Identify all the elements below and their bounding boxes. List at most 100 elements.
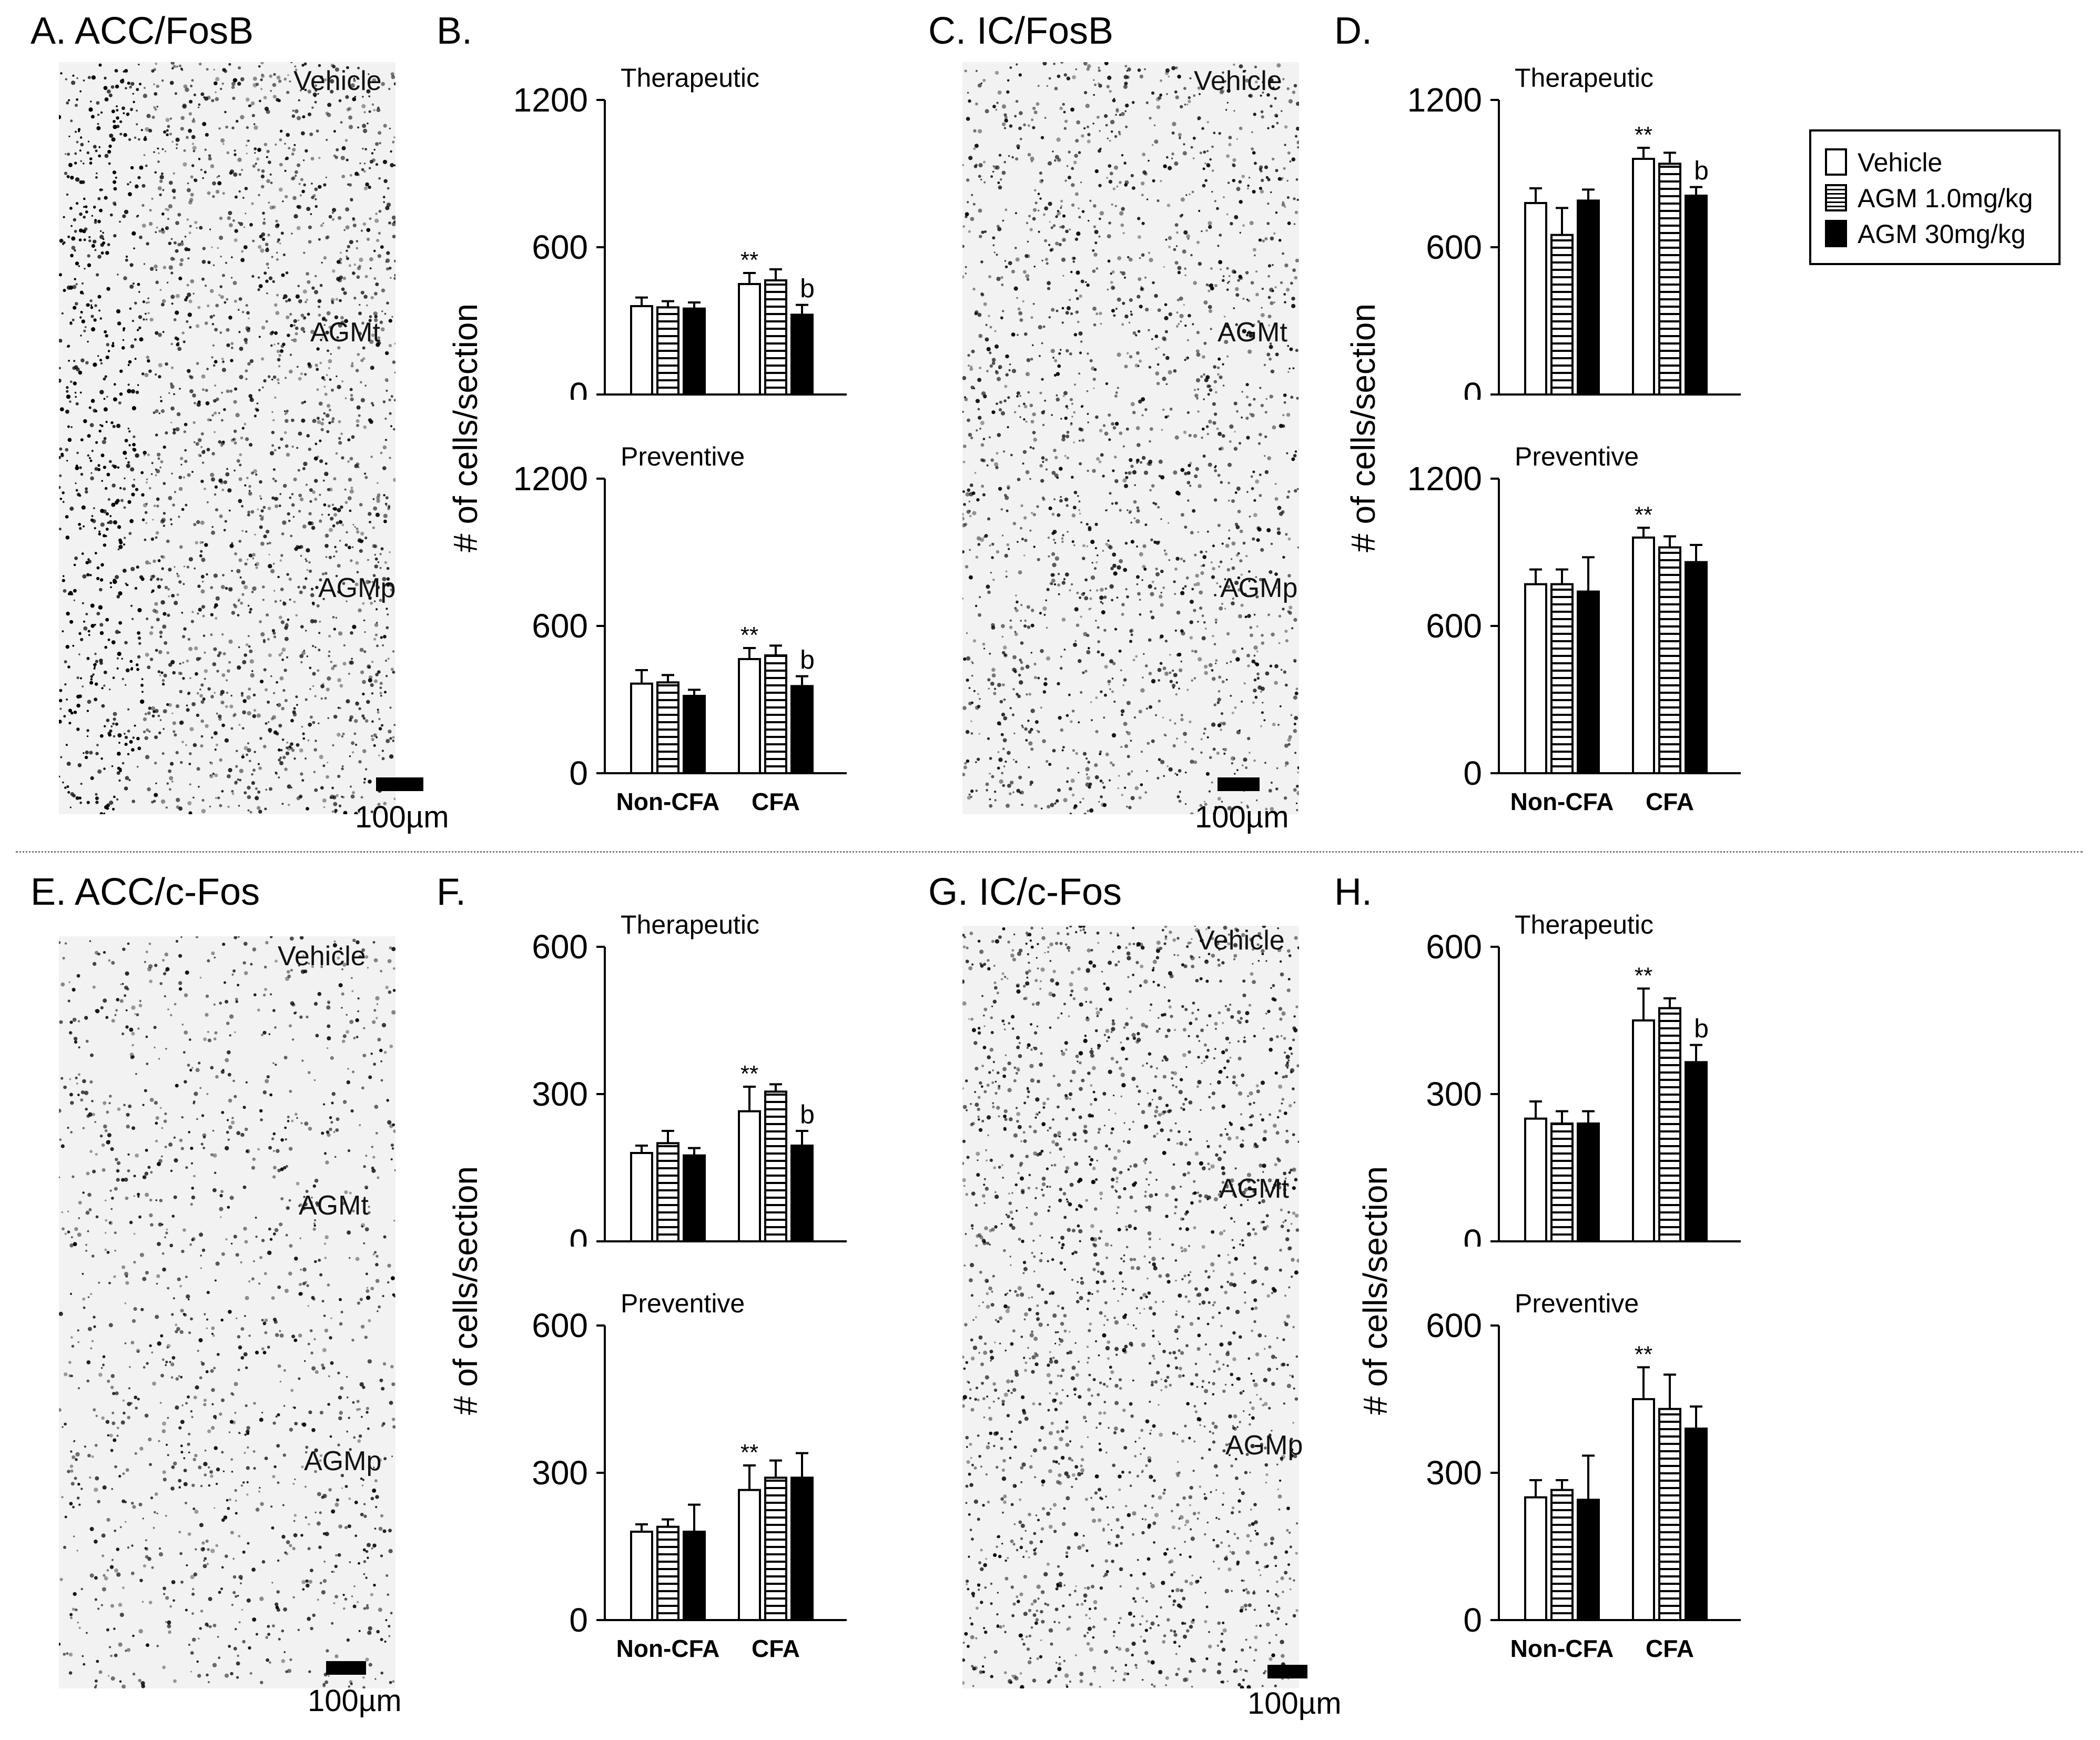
cell-dot <box>267 638 270 641</box>
cell-dot <box>255 163 257 165</box>
cell-dot <box>1020 641 1024 645</box>
cell-dot <box>1126 805 1128 808</box>
cell-dot <box>354 1534 358 1537</box>
cell-dot <box>286 452 290 457</box>
cell-dot <box>1240 603 1244 607</box>
cell-dot <box>1200 550 1203 554</box>
cell-dot <box>1092 378 1096 381</box>
cell-dot <box>1151 484 1155 488</box>
cell-dot <box>65 744 68 746</box>
cell-dot <box>363 650 367 653</box>
cell-dot <box>1041 378 1044 381</box>
cell-dot <box>390 583 394 588</box>
cell-dot <box>1020 527 1022 530</box>
cell-dot <box>241 168 244 171</box>
cell-dot <box>184 460 188 463</box>
cell-dot <box>1151 144 1154 146</box>
cell-dot <box>339 261 342 265</box>
cell-dot <box>1230 222 1233 226</box>
cell-dot <box>95 801 99 804</box>
cell-dot <box>66 611 70 616</box>
cell-dot <box>258 65 261 68</box>
cell-dot <box>85 750 89 754</box>
cell-dot <box>383 201 385 204</box>
cell-dot <box>106 1628 109 1632</box>
cell-dot <box>121 657 123 660</box>
cell-dot <box>978 613 981 617</box>
cell-dot <box>1169 653 1171 656</box>
cell-dot <box>255 407 258 411</box>
cell-dot <box>214 81 218 86</box>
cell-dot <box>300 327 305 331</box>
cell-dot <box>105 334 108 338</box>
cell-dot <box>373 249 376 252</box>
cell-dot <box>245 530 248 533</box>
cell-dot <box>111 765 114 767</box>
cell-dot <box>1130 313 1133 316</box>
cell-dot <box>385 659 388 662</box>
cell-dot <box>1269 287 1274 292</box>
cell-dot <box>1253 678 1257 682</box>
cell-dot <box>318 401 323 406</box>
cell-dot <box>1072 75 1076 79</box>
cell-dot <box>1110 281 1113 284</box>
cell-dot <box>305 630 307 632</box>
cell-dot <box>126 463 130 468</box>
cell-dot <box>1099 429 1103 433</box>
cell-dot <box>106 472 110 477</box>
cell-dot <box>111 1559 114 1561</box>
cell-dot <box>285 419 289 423</box>
cell-dot <box>147 359 150 363</box>
cell-dot <box>246 97 250 102</box>
cell-dot <box>1064 119 1068 123</box>
cell-dot <box>1141 456 1146 460</box>
cell-dot <box>90 100 92 103</box>
cell-dot <box>1196 352 1201 357</box>
cell-dot <box>60 1144 65 1148</box>
cell-dot <box>1029 529 1032 532</box>
cell-dot <box>230 694 232 697</box>
cell-dot <box>248 687 251 691</box>
cell-dot <box>333 802 338 806</box>
cell-dot <box>137 215 139 217</box>
cell-dot <box>1138 359 1142 363</box>
cell-dot <box>134 586 138 590</box>
cell-dot <box>991 667 996 672</box>
cell-dot <box>128 444 131 447</box>
cell-dot <box>1114 205 1117 207</box>
cell-dot <box>182 103 187 108</box>
cell-dot <box>139 337 144 342</box>
cell-dot <box>118 401 121 404</box>
cell-dot <box>1208 225 1212 229</box>
cell-dot <box>1197 531 1200 533</box>
cell-dot <box>218 127 221 130</box>
cell-dot <box>1264 237 1268 241</box>
cell-dot <box>356 527 359 530</box>
cell-dot <box>236 750 238 752</box>
cell-dot <box>1015 247 1017 249</box>
cell-dot <box>1210 286 1214 291</box>
cell-dot <box>1202 355 1205 359</box>
cell-dot <box>327 488 330 491</box>
cell-dot <box>141 224 146 228</box>
cell-dot <box>174 566 176 568</box>
cell-dot <box>1042 498 1046 501</box>
cell-dot <box>1208 663 1213 667</box>
cell-dot <box>1153 540 1157 544</box>
cell-dot <box>338 99 342 103</box>
cell-dot <box>171 472 173 475</box>
cell-dot <box>1060 349 1062 351</box>
cell-dot <box>1247 184 1250 187</box>
cell-dot <box>968 575 973 580</box>
cell-dot <box>1009 625 1013 629</box>
cell-dot <box>1260 110 1264 114</box>
cell-dot <box>1238 614 1242 619</box>
cell-dot <box>1073 491 1078 494</box>
cell-dot <box>1224 80 1226 83</box>
cell-dot <box>269 787 272 791</box>
cell-dot <box>1237 279 1240 282</box>
cell-dot <box>157 186 162 190</box>
cell-dot <box>1217 523 1221 528</box>
cell-dot <box>1084 596 1089 601</box>
cell-dot <box>62 630 64 633</box>
